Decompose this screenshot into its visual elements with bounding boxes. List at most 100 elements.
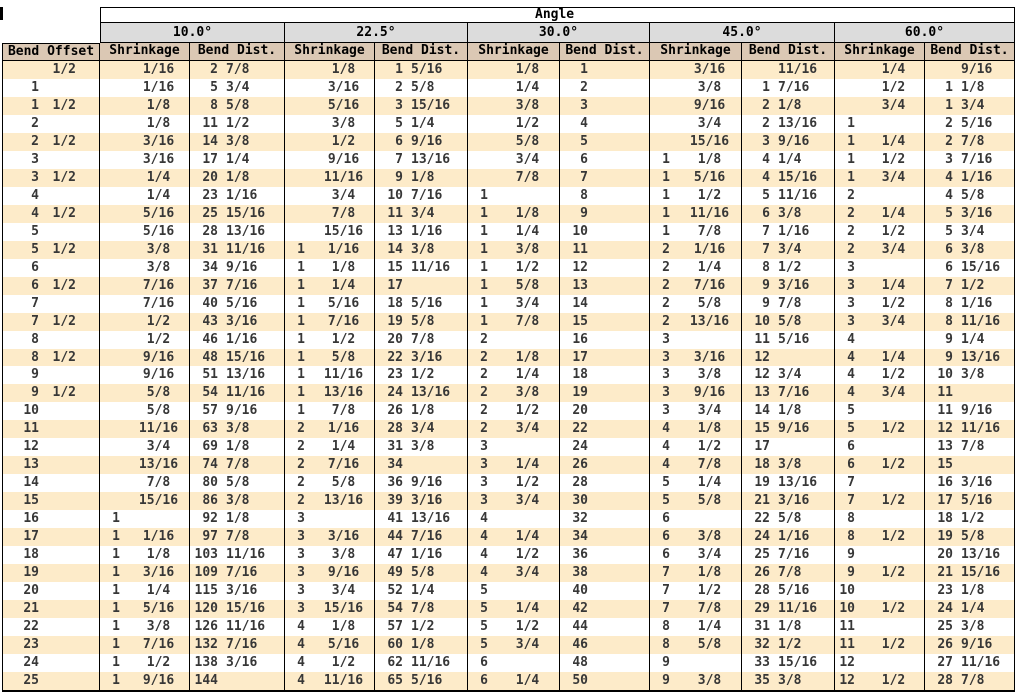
fraction: 3/8: [226, 493, 250, 509]
fraction: 1/2: [881, 565, 906, 581]
whole-number: 17: [23, 529, 39, 545]
shrinkage-cell-2: 7/8: [468, 168, 560, 187]
bend-dist-cell-1: 14 3/8: [375, 240, 468, 259]
bend-dist-cell-1: 9 1/8: [375, 168, 468, 187]
fraction: 11/16: [323, 367, 364, 383]
shrinkage-header-3: Shrinkage: [650, 43, 742, 61]
fraction: 1/4: [778, 151, 802, 167]
fraction: [588, 223, 649, 241]
whole-number: 37: [202, 277, 218, 293]
whole-number: [745, 61, 770, 79]
bend-dist-cell-3: 3 9/16: [742, 132, 835, 151]
whole-number: 3: [31, 169, 39, 185]
shrinkage-cell-3: 2 1/16: [650, 240, 742, 259]
fraction: 3/4: [697, 403, 722, 419]
whole-number: 3: [297, 529, 305, 545]
fraction: 1/2: [697, 583, 722, 599]
fraction: 7/16: [142, 295, 175, 311]
shrinkage-cell-3: 8 5/8: [650, 636, 742, 654]
shrinkage-cell-0: 15/16: [100, 492, 190, 511]
whole-number: 19: [23, 565, 39, 581]
fraction: 15/16: [226, 601, 266, 617]
whole-number: 132: [194, 637, 218, 652]
fraction: 1/2: [52, 169, 76, 185]
fraction: [588, 115, 649, 133]
whole-number: 2: [31, 115, 39, 131]
shrinkage-cell-0: 1/8: [100, 114, 190, 133]
shrinkage-header-4: Shrinkage: [835, 43, 925, 61]
fraction: 1/2: [515, 115, 540, 131]
fraction: 3/16: [142, 151, 175, 167]
fraction: 1/2: [881, 421, 906, 437]
whole-number: 14: [23, 475, 39, 491]
whole-number: 9: [762, 295, 770, 311]
bend-dist-cell-4: 20 13/16: [925, 546, 1015, 565]
shrinkage-cell-3: 3/4: [650, 114, 742, 133]
shrinkage-cell-3: 3/8: [650, 78, 742, 97]
shrinkage-cell-4: 12 1/2: [835, 671, 925, 690]
bend-dist-cell-3: 4 15/16: [742, 168, 835, 187]
shrinkage-cell-4: 3 3/4: [835, 312, 925, 331]
shrinkage-cell-3: 9/16: [650, 96, 742, 115]
fraction: [588, 618, 649, 636]
fraction: 1/2: [515, 259, 540, 275]
whole-number: 29: [754, 601, 770, 617]
fraction: [855, 115, 924, 133]
fraction: 5/8: [515, 133, 540, 149]
offset-cell: 4 1/2: [2, 204, 100, 223]
shrinkage-cell-3: 4 7/8: [650, 456, 742, 475]
shrinkage-cell-4: 2 1/4: [835, 204, 925, 223]
fraction: 3/4: [515, 151, 540, 167]
bend-dist-cell-1: 1 5/16: [375, 61, 468, 79]
fraction: 9/16: [411, 133, 443, 149]
bend-dist-cell-4: 11 9/16: [925, 402, 1015, 421]
fraction: 3/4: [411, 421, 435, 437]
fraction: 1/2: [515, 403, 540, 419]
shrinkage-cell-1: 4 1/8: [285, 618, 375, 636]
bend-dist-cell-4: 9 13/16: [925, 348, 1015, 367]
fraction: 7/8: [331, 205, 356, 221]
whole-number: 3: [297, 511, 305, 527]
fraction: 1/2: [881, 151, 906, 167]
angle-group-header-2: 30.0°: [468, 23, 650, 43]
bend-dist-cell-3: 25 7/16: [742, 546, 835, 565]
whole-number: 3: [580, 97, 588, 113]
shrinkage-cell-2: 3 1/4: [468, 456, 560, 475]
shrinkage-cell-1: 1 1/4: [285, 276, 375, 295]
fraction: [855, 438, 924, 456]
corner-spacer: [2, 7, 100, 23]
fraction: 9/16: [142, 672, 175, 688]
whole-number: 28: [754, 583, 770, 599]
bend-dist-cell-3: 10 5/8: [742, 312, 835, 331]
bend-offset-header: Bend Offset: [2, 43, 100, 61]
bend-dist-cell-0: 48 15/16: [190, 348, 285, 367]
fraction: 7/8: [697, 223, 722, 239]
whole-number: 9: [395, 169, 403, 185]
fraction: 11/16: [778, 187, 818, 203]
fraction: 3/4: [226, 79, 250, 95]
shrinkage-cell-2: 2 3/4: [468, 420, 560, 439]
fraction: 3/4: [515, 295, 540, 311]
fraction: [588, 187, 649, 205]
bend-dist-header-2: Bend Dist.: [560, 43, 650, 61]
bend-dist-cell-0: 144: [190, 671, 285, 690]
offset-cell: 6: [2, 258, 100, 277]
whole-number: 19: [387, 313, 403, 329]
fraction: 11/16: [323, 672, 364, 688]
whole-number: 25: [23, 672, 39, 688]
fraction: 3/8: [146, 259, 171, 275]
shrinkage-cell-1: 9/16: [285, 150, 375, 169]
shrinkage-cell-3: 3 3/8: [650, 366, 742, 385]
shrinkage-cell-0: 3/8: [100, 240, 190, 259]
fraction: 7/16: [961, 151, 993, 167]
offset-cell: 3 1/2: [2, 168, 100, 187]
shrinkage-cell-3: 3 9/16: [650, 384, 742, 403]
bend-dist-cell-0: 23 1/16: [190, 186, 285, 205]
fraction: [39, 420, 76, 438]
shrinkage-cell-1: 1 5/16: [285, 294, 375, 313]
whole-number: 38: [572, 565, 588, 581]
fraction: [588, 420, 649, 438]
shrinkage-cell-0: 1 7/16: [100, 636, 190, 654]
